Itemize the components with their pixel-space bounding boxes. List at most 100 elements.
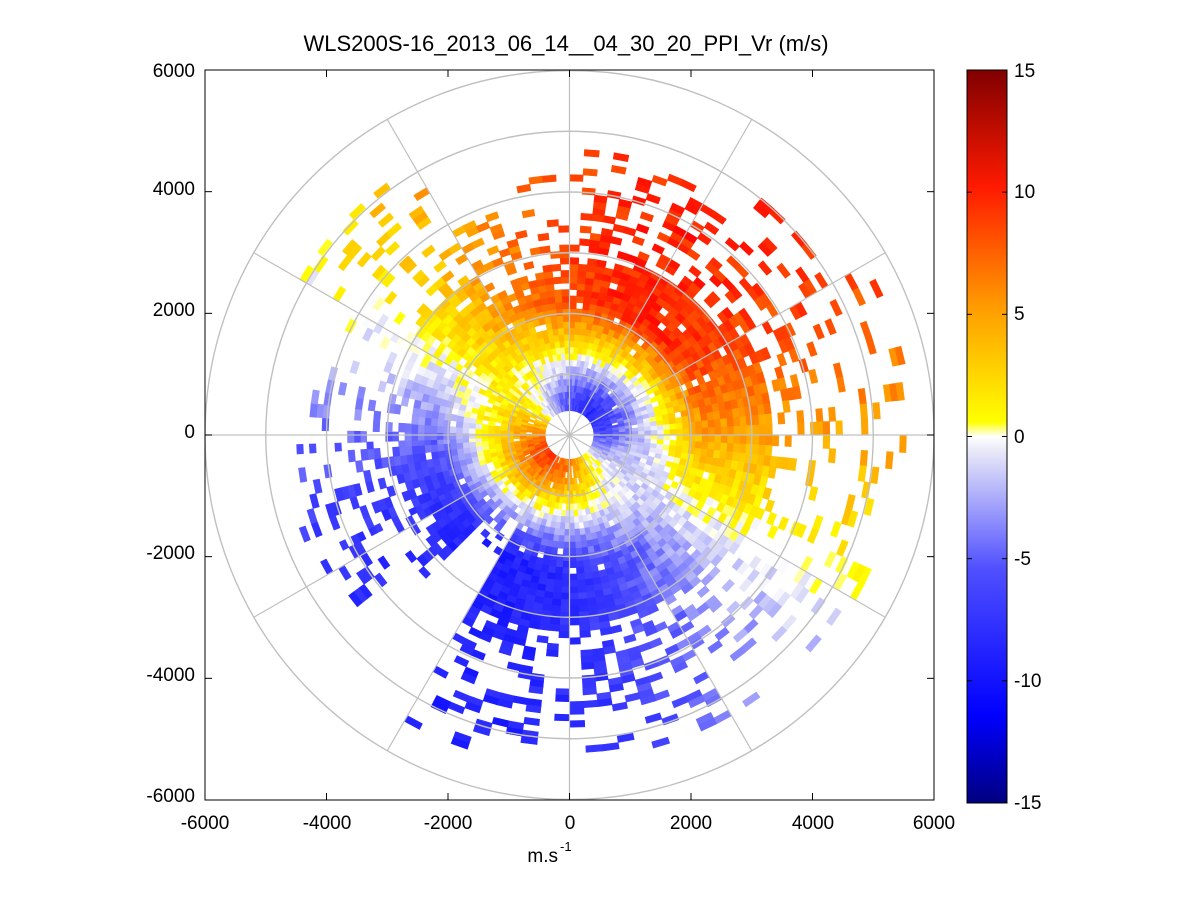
scan-cell (795, 586, 810, 604)
scan-cell (455, 426, 463, 434)
scan-cell (564, 509, 570, 518)
scan-cell (455, 432, 463, 440)
scan-cell (569, 270, 579, 278)
scan-cell (751, 444, 760, 456)
scan-cell (752, 424, 760, 436)
scan-cell (561, 567, 570, 575)
scan-cell (612, 152, 630, 163)
scan-cell (563, 541, 570, 549)
scan-cell (423, 424, 432, 433)
scan-cell (523, 261, 535, 271)
scan-cell (675, 416, 683, 425)
scan-cell (558, 225, 570, 233)
scan-cell (548, 559, 557, 568)
scan-cell (726, 417, 735, 428)
scan-cell (672, 660, 689, 674)
scan-cell (663, 439, 671, 446)
x-tick-label: 0 (565, 813, 576, 834)
scan-cell (707, 419, 716, 429)
scan-cell (650, 425, 658, 432)
scan-cell (411, 415, 420, 425)
scan-cell (410, 439, 419, 447)
scan-cell (554, 713, 570, 722)
scan-cell (449, 438, 457, 444)
scan-cell (551, 263, 562, 272)
colorbar-tick-label: -15 (1014, 793, 1041, 814)
scan-cell (829, 298, 843, 317)
scan-cell (701, 434, 709, 443)
scan-cell (506, 661, 522, 672)
scan-cell (809, 421, 818, 436)
scan-cell (824, 318, 837, 336)
scan-cell (386, 222, 403, 238)
scan-cell (317, 238, 333, 257)
scan-cell (708, 599, 723, 613)
scan-cell (480, 528, 491, 539)
scan-cell (805, 634, 822, 653)
scan-cell (386, 351, 398, 365)
scan-cell (485, 211, 500, 223)
scan-cell (377, 555, 391, 570)
scan-cell (306, 508, 318, 525)
scan-cell (676, 434, 684, 442)
scan-cell (398, 440, 406, 448)
scan-cell (575, 314, 583, 323)
scan-cell (777, 516, 790, 531)
scan-cell (398, 255, 413, 270)
scan-cell (797, 422, 805, 436)
scan-cell (569, 618, 580, 626)
scan-cell (494, 425, 502, 431)
scan-cell (713, 418, 722, 428)
scan-cell (529, 246, 542, 256)
scan-cell (589, 622, 601, 631)
scan-cell (676, 428, 684, 436)
scan-cell (367, 399, 377, 412)
scan-cell (569, 560, 577, 569)
scan-cell (644, 712, 663, 724)
scan-cell (468, 432, 476, 439)
scan-cell (582, 559, 591, 568)
scan-cell (569, 605, 580, 613)
scan-cell (726, 442, 735, 453)
scan-cell (752, 434, 760, 446)
scan-cell (459, 643, 475, 656)
scan-cell (572, 496, 578, 505)
scan-cell (860, 419, 869, 436)
scan-cell (558, 624, 570, 632)
scan-cell (581, 661, 595, 670)
scan-cell (555, 688, 570, 696)
scan-cell (738, 578, 753, 593)
scan-cell (456, 447, 465, 456)
scan-cell (412, 269, 426, 283)
scan-cell (564, 352, 570, 361)
scan-cell (558, 333, 565, 342)
scan-cell (474, 433, 482, 439)
scan-cell (310, 389, 320, 405)
y-tick-label: -4000 (146, 665, 195, 686)
scan-cell (623, 633, 637, 644)
scan-cell (371, 500, 382, 514)
scan-cell (581, 187, 596, 196)
scan-cell (852, 287, 867, 307)
scan-cell (569, 599, 579, 607)
scan-cell (581, 546, 589, 555)
scan-cell (894, 345, 906, 366)
scan-cell (865, 336, 877, 355)
scan-cell (309, 493, 320, 509)
scan-cell (569, 333, 576, 342)
scan-cell (528, 685, 544, 695)
scan-cell (733, 434, 741, 445)
y-tick-label: -2000 (146, 543, 195, 564)
scan-cell (298, 467, 308, 483)
scan-cell (582, 302, 591, 311)
scan-cell (682, 428, 690, 436)
scan-cell (569, 346, 575, 354)
scan-cell (696, 585, 710, 599)
scan-cell (416, 303, 429, 316)
scan-cell (462, 441, 470, 449)
scan-cell (579, 225, 592, 234)
scan-cell (546, 642, 559, 651)
scan-cell (739, 434, 748, 445)
scan-cell (559, 340, 566, 348)
scan-cell (561, 365, 567, 374)
